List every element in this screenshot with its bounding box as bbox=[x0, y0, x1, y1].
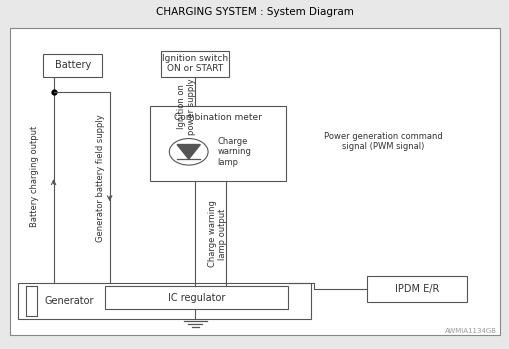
Text: Combination meter: Combination meter bbox=[174, 113, 262, 122]
Text: AWMIA1134GB: AWMIA1134GB bbox=[444, 328, 496, 334]
Text: Generator: Generator bbox=[44, 296, 94, 306]
Bar bbox=[104, 286, 288, 309]
Text: CHARGING SYSTEM : System Diagram: CHARGING SYSTEM : System Diagram bbox=[156, 7, 353, 17]
Bar bbox=[10, 28, 499, 335]
Bar bbox=[150, 106, 285, 181]
Text: Charge
warning
lamp: Charge warning lamp bbox=[217, 137, 250, 167]
Text: Charge warning
lamp output: Charge warning lamp output bbox=[207, 200, 227, 267]
Text: IC regulator: IC regulator bbox=[167, 292, 224, 303]
Bar bbox=[18, 283, 310, 319]
Text: Battery: Battery bbox=[54, 60, 91, 70]
Text: Power generation command
signal (PWM signal): Power generation command signal (PWM sig… bbox=[323, 132, 442, 151]
Bar bbox=[160, 51, 229, 77]
Bar bbox=[366, 276, 466, 302]
Text: Battery charging output: Battery charging output bbox=[30, 126, 39, 227]
Text: IPDM E/R: IPDM E/R bbox=[394, 284, 438, 294]
Polygon shape bbox=[177, 144, 200, 159]
Text: Ignition on
power supply: Ignition on power supply bbox=[177, 78, 196, 135]
Text: Ignition switch
ON or START: Ignition switch ON or START bbox=[162, 54, 228, 73]
Bar bbox=[43, 54, 102, 77]
Text: Generator battery field supply: Generator battery field supply bbox=[96, 114, 105, 242]
